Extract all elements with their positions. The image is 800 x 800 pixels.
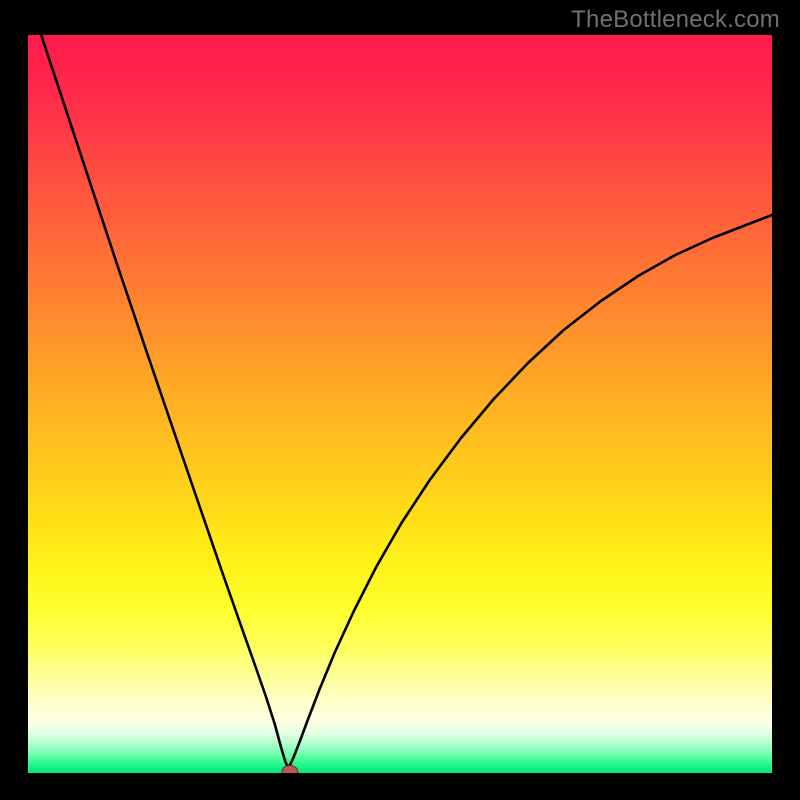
watermark-text: TheBottleneck.com	[571, 6, 780, 34]
chart-root: TheBottleneck.com	[0, 0, 800, 800]
plot-area	[28, 35, 772, 773]
chart-svg	[28, 35, 772, 773]
minimum-marker	[282, 766, 298, 773]
gradient-background	[28, 35, 772, 773]
